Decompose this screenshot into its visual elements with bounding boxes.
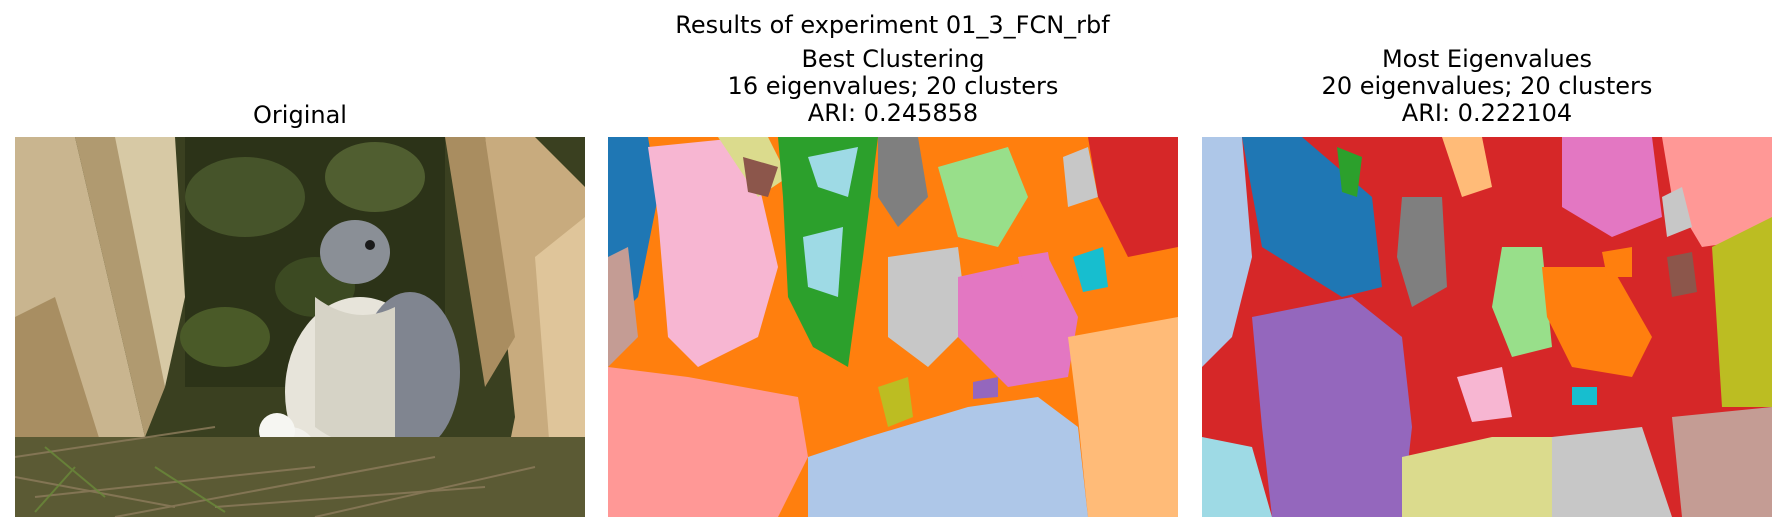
most-eigenvalues-ari: ARI: 0.222104 [1401,99,1573,127]
best-clustering-ari: ARI: 0.245858 [807,99,979,127]
best-clustering-segmentation [608,137,1178,517]
best-clustering-image [608,137,1178,517]
most-eigenvalues-image [1202,137,1772,517]
original-panel-title: Original [10,102,590,129]
best-clustering-title: Best Clustering [801,45,985,73]
original-title: Original [253,101,347,129]
most-eigenvalues-title: Most Eigenvalues [1381,45,1593,73]
best-clustering-params: 16 eigenvalues; 20 clusters [727,72,1059,100]
most-eigenvalues-segmentation [1202,137,1772,517]
original-image [15,137,585,517]
figure-suptitle: Results of experiment 01_3_FCN_rbf [675,11,1110,39]
best-clustering-panel-title: Best Clustering 16 eigenvalues; 20 clust… [603,46,1183,127]
most-eigenvalues-params: 20 eigenvalues; 20 clusters [1321,72,1653,100]
most-eigenvalues-panel-title: Most Eigenvalues 20 eigenvalues; 20 clus… [1197,46,1777,127]
hawk-nest-photo [15,137,585,517]
